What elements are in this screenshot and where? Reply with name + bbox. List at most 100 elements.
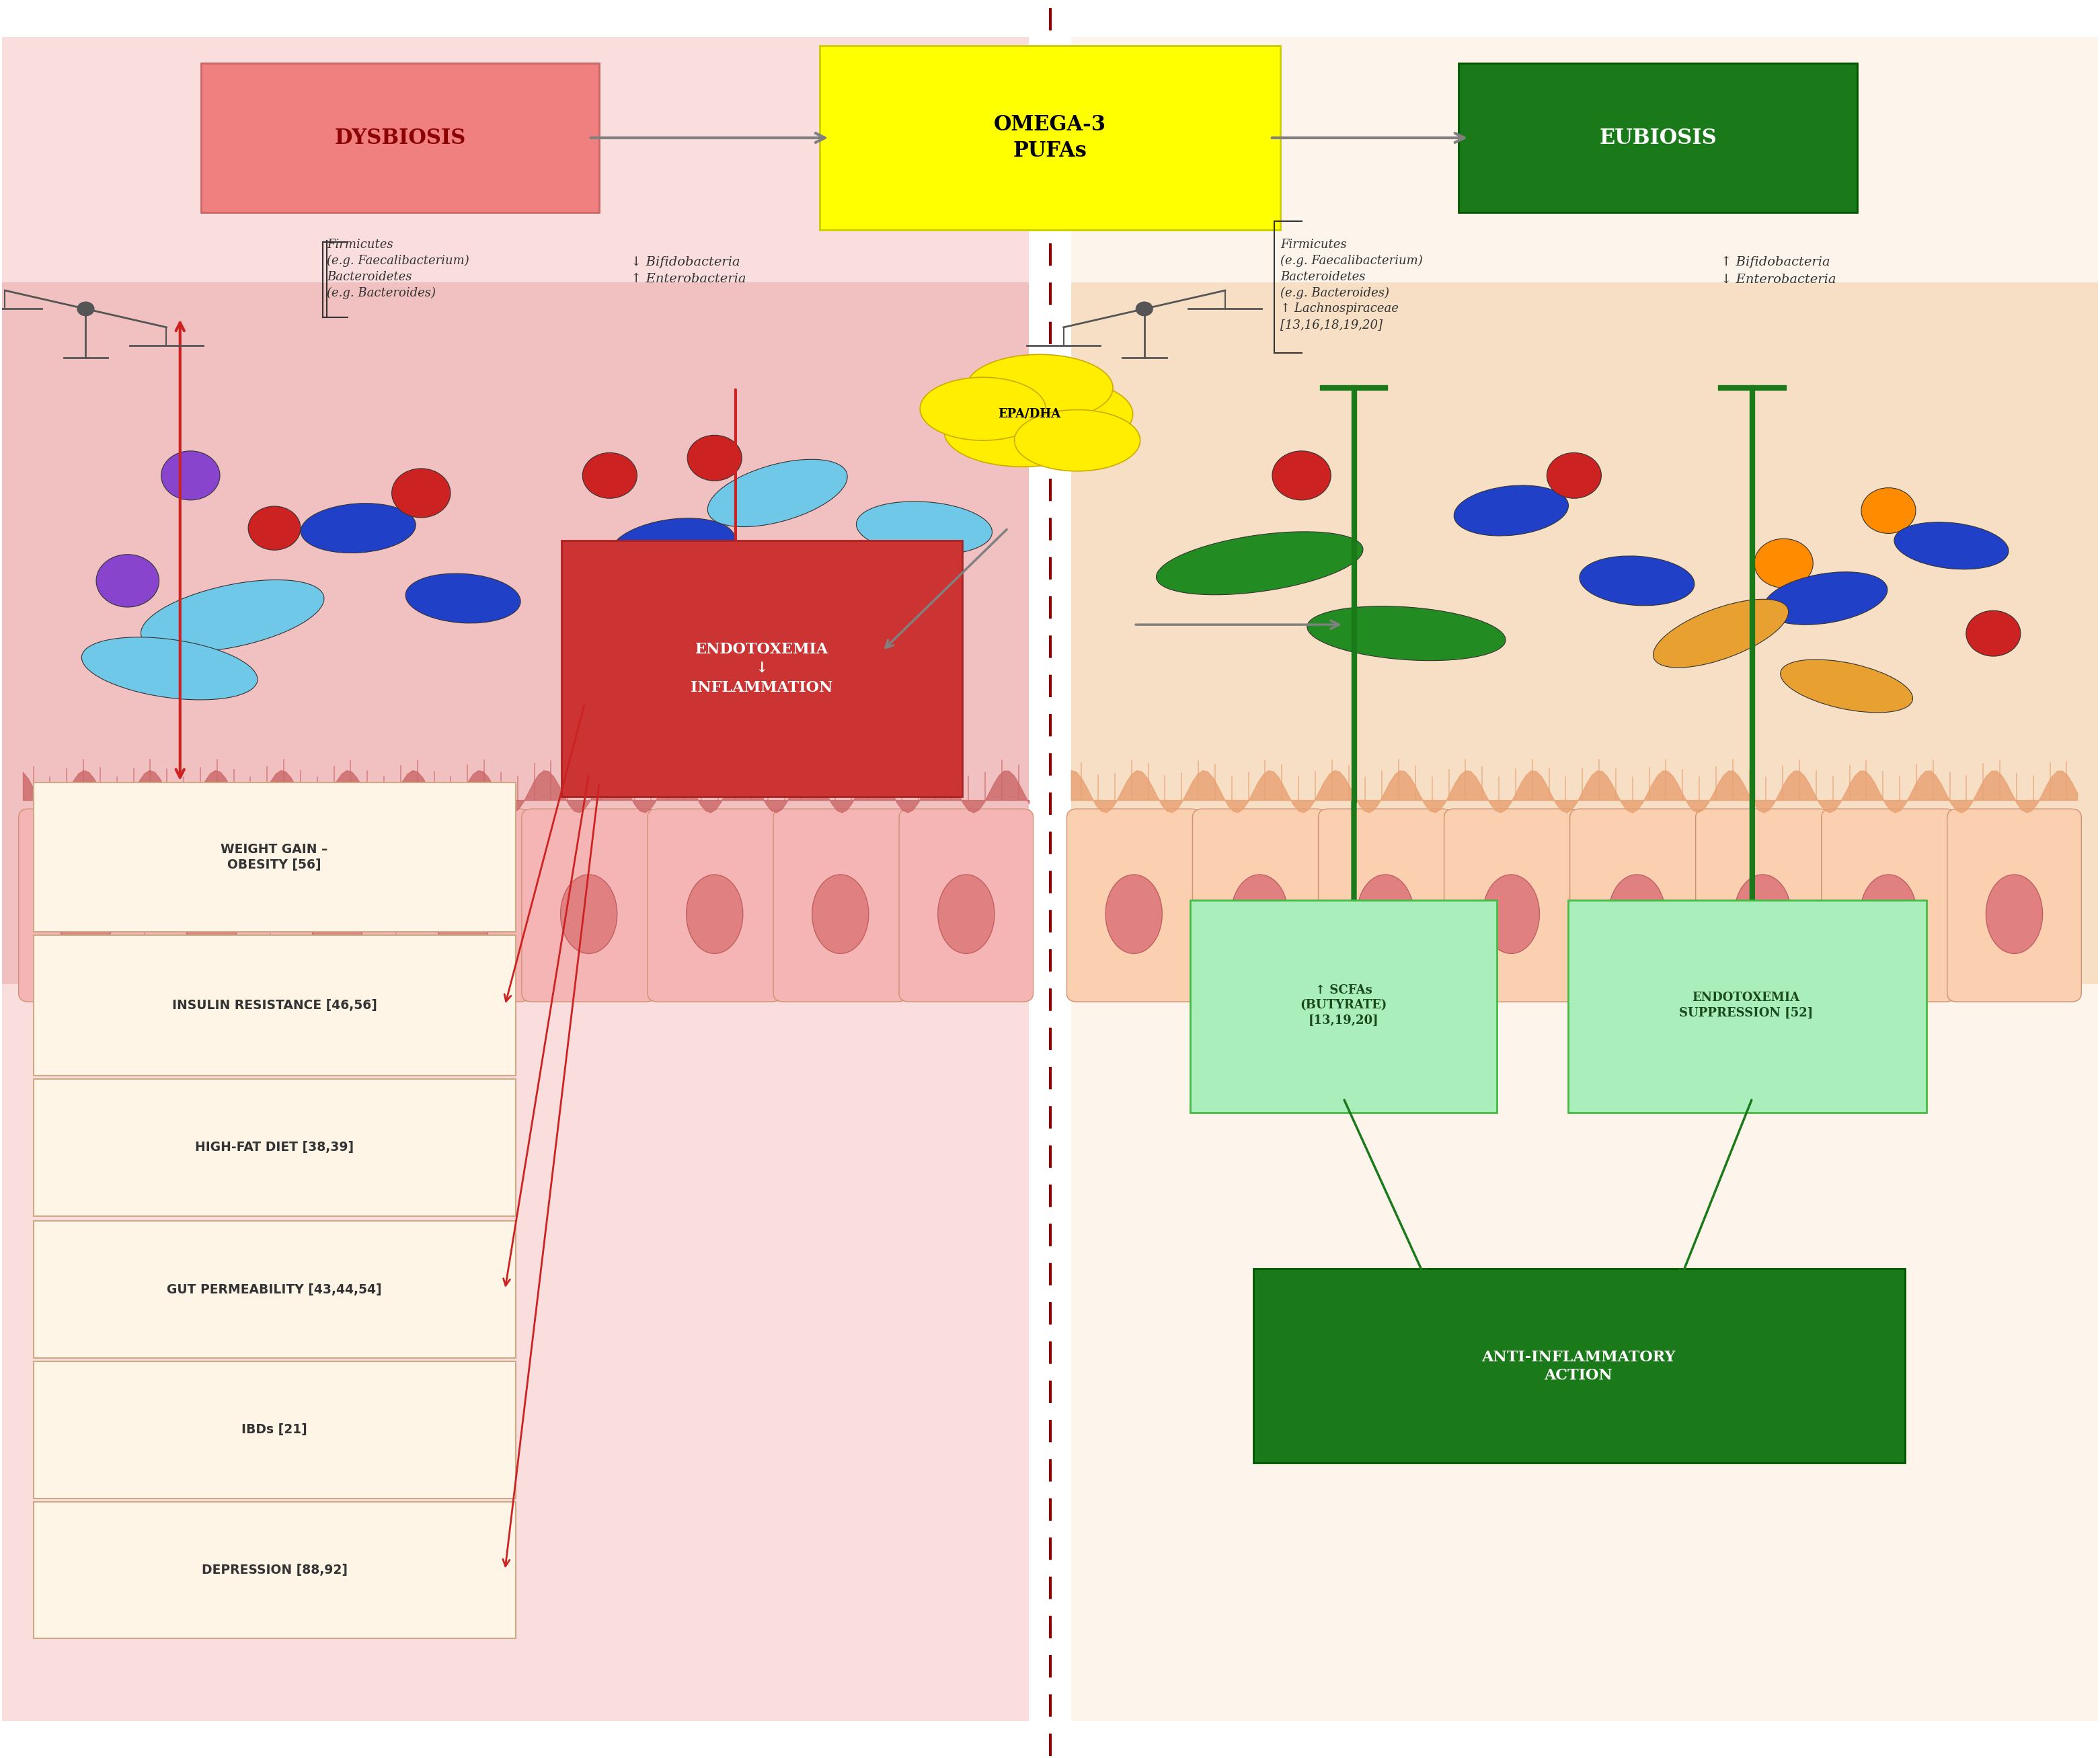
Ellipse shape <box>561 875 617 953</box>
Ellipse shape <box>1231 875 1287 953</box>
FancyBboxPatch shape <box>1193 809 1327 1002</box>
FancyBboxPatch shape <box>2 283 1029 984</box>
Ellipse shape <box>966 355 1113 422</box>
Circle shape <box>162 452 220 499</box>
FancyBboxPatch shape <box>1947 809 2081 1002</box>
FancyBboxPatch shape <box>1459 63 1856 213</box>
Text: WEIGHT GAIN –
OBESITY [56]: WEIGHT GAIN – OBESITY [56] <box>220 842 328 872</box>
Text: EUBIOSIS: EUBIOSIS <box>1600 127 1716 148</box>
FancyBboxPatch shape <box>397 809 529 1002</box>
Ellipse shape <box>1609 875 1665 953</box>
Ellipse shape <box>1861 875 1917 953</box>
FancyBboxPatch shape <box>773 809 907 1002</box>
FancyBboxPatch shape <box>1191 900 1497 1113</box>
Ellipse shape <box>1014 410 1140 471</box>
FancyBboxPatch shape <box>1821 809 1955 1002</box>
Ellipse shape <box>1764 571 1888 624</box>
FancyBboxPatch shape <box>819 46 1281 230</box>
Ellipse shape <box>1105 875 1161 953</box>
Text: Firmicutes
(e.g. Faecalibacterium)
Bacteroidetes
(e.g. Bacteroides)
↑ Lachnospir: Firmicutes (e.g. Faecalibacterium) Bacte… <box>1281 239 1424 331</box>
FancyBboxPatch shape <box>1569 900 1926 1113</box>
Text: GUT PERMEABILITY [43,44,54]: GUT PERMEABILITY [43,44,54] <box>166 1283 382 1296</box>
FancyBboxPatch shape <box>1067 809 1201 1002</box>
Ellipse shape <box>309 875 365 953</box>
FancyBboxPatch shape <box>1071 37 2098 1721</box>
Circle shape <box>248 506 300 550</box>
Circle shape <box>1861 487 1915 533</box>
FancyBboxPatch shape <box>34 1079 514 1217</box>
Text: HIGH-FAT DIET [38,39]: HIGH-FAT DIET [38,39] <box>195 1141 353 1153</box>
FancyBboxPatch shape <box>899 809 1033 1002</box>
Circle shape <box>1136 301 1153 316</box>
Circle shape <box>97 554 160 607</box>
Circle shape <box>687 436 741 480</box>
Circle shape <box>1273 452 1331 499</box>
Ellipse shape <box>300 503 416 554</box>
FancyBboxPatch shape <box>1571 809 1703 1002</box>
Ellipse shape <box>141 580 323 652</box>
Text: ANTI-INFLAMMATORY
ACTION: ANTI-INFLAMMATORY ACTION <box>1480 1350 1676 1384</box>
Text: DYSBIOSIS: DYSBIOSIS <box>334 127 466 148</box>
Text: EPA/DHA: EPA/DHA <box>997 408 1060 420</box>
Ellipse shape <box>708 459 848 527</box>
Ellipse shape <box>1483 875 1539 953</box>
Ellipse shape <box>57 875 113 953</box>
Ellipse shape <box>1357 875 1413 953</box>
Ellipse shape <box>1306 607 1506 661</box>
FancyBboxPatch shape <box>1071 283 2098 984</box>
FancyBboxPatch shape <box>2 37 1029 1721</box>
Ellipse shape <box>920 378 1046 441</box>
Ellipse shape <box>945 397 1100 466</box>
FancyBboxPatch shape <box>271 809 405 1002</box>
Ellipse shape <box>1453 485 1569 536</box>
FancyBboxPatch shape <box>202 63 598 213</box>
Circle shape <box>582 454 636 498</box>
Ellipse shape <box>611 519 735 573</box>
FancyBboxPatch shape <box>1445 809 1579 1002</box>
Text: ↑ SCFAs
(BUTYRATE)
[13,19,20]: ↑ SCFAs (BUTYRATE) [13,19,20] <box>1300 984 1386 1027</box>
Ellipse shape <box>1579 556 1695 605</box>
Ellipse shape <box>687 875 743 953</box>
Ellipse shape <box>997 381 1132 448</box>
Text: OMEGA-3
PUFAs: OMEGA-3 PUFAs <box>993 114 1107 162</box>
Circle shape <box>393 468 451 517</box>
Circle shape <box>1966 610 2020 656</box>
Text: ↓ Bifidobacteria
↑ Enterobacteria: ↓ Bifidobacteria ↑ Enterobacteria <box>630 257 745 285</box>
FancyBboxPatch shape <box>647 809 781 1002</box>
Ellipse shape <box>1987 875 2043 953</box>
Ellipse shape <box>183 875 239 953</box>
FancyBboxPatch shape <box>1254 1269 1905 1463</box>
FancyBboxPatch shape <box>145 809 279 1002</box>
Ellipse shape <box>435 875 491 953</box>
Ellipse shape <box>813 875 869 953</box>
FancyBboxPatch shape <box>34 1222 514 1357</box>
Text: INSULIN RESISTANCE [46,56]: INSULIN RESISTANCE [46,56] <box>172 999 376 1011</box>
Ellipse shape <box>735 571 861 626</box>
Ellipse shape <box>939 875 995 953</box>
Text: Firmicutes
(e.g. Faecalibacterium)
Bacteroidetes
(e.g. Bacteroides): Firmicutes (e.g. Faecalibacterium) Bacte… <box>328 239 468 299</box>
Ellipse shape <box>82 636 258 700</box>
Circle shape <box>1548 454 1602 498</box>
FancyBboxPatch shape <box>34 1501 514 1638</box>
Text: ↑ Bifidobacteria
↓ Enterobacteria: ↑ Bifidobacteria ↓ Enterobacteria <box>1720 257 1835 285</box>
FancyBboxPatch shape <box>1319 809 1453 1002</box>
Text: ENDOTOXEMIA
↓
INFLAMMATION: ENDOTOXEMIA ↓ INFLAMMATION <box>691 642 834 694</box>
FancyBboxPatch shape <box>34 935 514 1076</box>
Text: ENDOTOXEMIA
SUPPRESSION [52]: ENDOTOXEMIA SUPPRESSION [52] <box>1680 992 1812 1020</box>
FancyBboxPatch shape <box>1695 809 1829 1002</box>
Circle shape <box>78 301 94 316</box>
FancyBboxPatch shape <box>34 1361 514 1498</box>
Ellipse shape <box>1894 522 2008 570</box>
Ellipse shape <box>1781 659 1913 712</box>
Text: DEPRESSION [88,92]: DEPRESSION [88,92] <box>202 1565 346 1577</box>
Ellipse shape <box>857 501 991 556</box>
FancyBboxPatch shape <box>561 540 962 796</box>
Ellipse shape <box>1157 531 1363 594</box>
Ellipse shape <box>1735 875 1791 953</box>
Ellipse shape <box>405 573 521 622</box>
Text: IBDs [21]: IBDs [21] <box>242 1424 307 1436</box>
FancyBboxPatch shape <box>34 782 514 932</box>
FancyBboxPatch shape <box>521 809 655 1002</box>
Ellipse shape <box>1653 599 1789 668</box>
FancyBboxPatch shape <box>19 809 153 1002</box>
